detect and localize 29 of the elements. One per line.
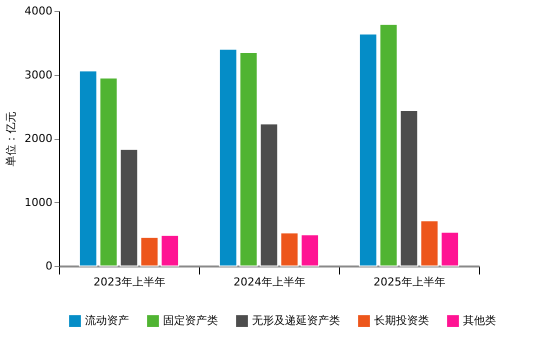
bar	[300, 234, 320, 266]
bar	[260, 123, 278, 266]
bar	[239, 52, 258, 266]
legend-label: 固定资产类	[163, 314, 218, 328]
bar	[99, 77, 118, 266]
bar	[280, 232, 299, 266]
x-tick-label: 2024年上半年	[234, 276, 306, 288]
bar	[78, 70, 98, 266]
legend-label: 流动资产	[85, 314, 129, 328]
y-tick-label: 0	[46, 260, 52, 272]
legend-label: 长期投资类	[374, 314, 429, 328]
legend-label: 其他类	[463, 314, 496, 328]
bar	[160, 234, 180, 266]
y-axis-title: 单位：亿元	[4, 112, 18, 166]
bar	[379, 24, 398, 266]
y-tick-label: 2000	[24, 132, 52, 145]
legend-label: 无形及递延资产类	[252, 314, 340, 328]
bar	[420, 220, 439, 266]
x-tick-label: 2025年上半年	[374, 276, 446, 288]
bar	[120, 148, 138, 266]
bar	[400, 110, 418, 266]
bar	[140, 236, 159, 266]
y-tick-label: 3000	[24, 68, 52, 82]
bar	[440, 232, 460, 266]
y-tick-label: 1000	[24, 196, 52, 209]
bar	[218, 48, 238, 266]
y-tick-label: 4000	[24, 4, 52, 18]
x-tick-label: 2023年上半年	[94, 276, 166, 288]
bar	[358, 33, 378, 266]
